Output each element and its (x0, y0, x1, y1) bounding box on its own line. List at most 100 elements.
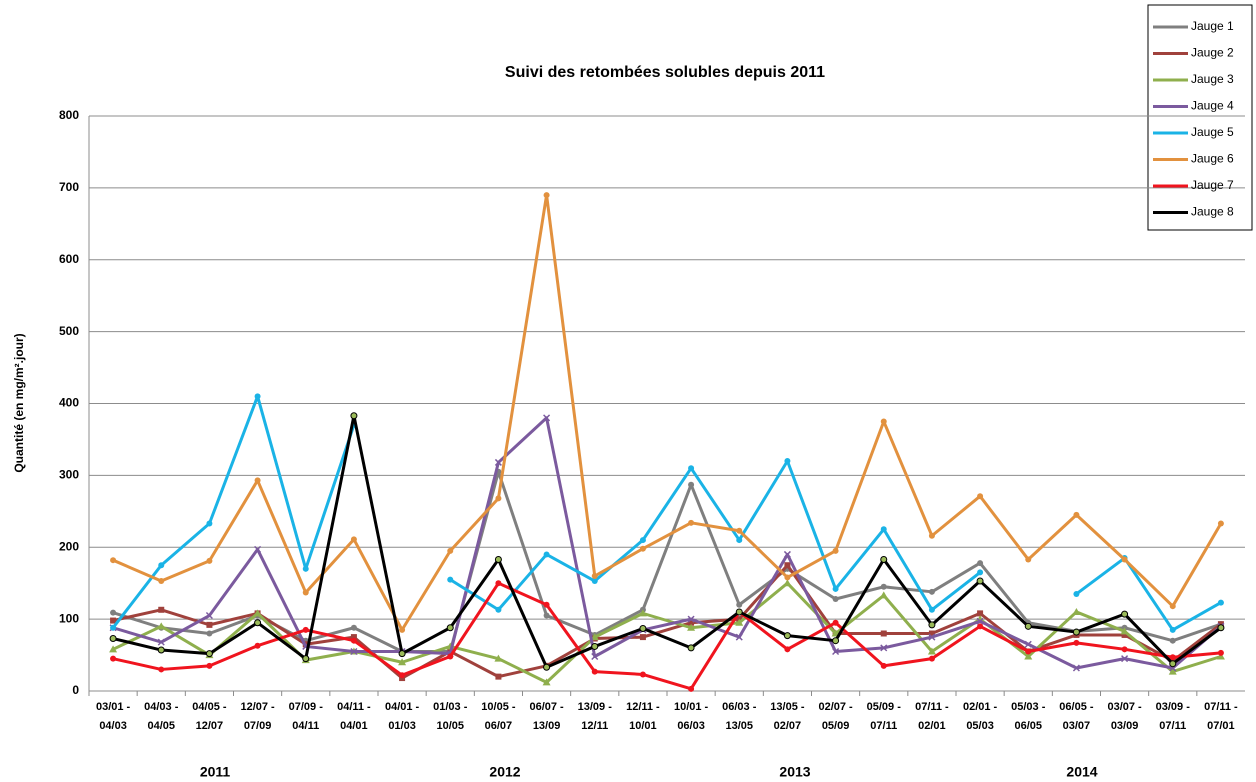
legend-label: Jauge 6 (1191, 152, 1234, 166)
marker (1121, 655, 1129, 663)
marker (784, 574, 791, 581)
marker (688, 465, 695, 472)
marker (254, 545, 262, 553)
marker (399, 672, 406, 679)
marker (1073, 511, 1080, 518)
marker (157, 622, 166, 630)
marker (254, 619, 262, 627)
marker (687, 615, 695, 623)
x-tick-label: 12/11 - 10/01 (626, 701, 660, 732)
legend-label: Jauge 7 (1191, 178, 1234, 192)
series-line (112, 416, 1222, 670)
y-tick-label: 700 (59, 180, 79, 194)
marker (350, 624, 357, 631)
marker (1169, 637, 1176, 644)
x-tick-label: 05/09 - 07/11 (866, 701, 901, 732)
marker (928, 532, 935, 539)
marker (687, 644, 695, 652)
marker (783, 550, 791, 558)
marker (880, 583, 887, 590)
x-tick-label: 13/09 - 12/11 (577, 701, 612, 732)
x-tick-label: 06/07 - 13/09 (529, 701, 564, 732)
x-tick-label: 02/01 - 05/03 (962, 701, 998, 732)
series-line (111, 394, 1222, 632)
x-tick-label: 07/11 - 02/01 (915, 701, 949, 732)
marker (639, 537, 646, 544)
marker (688, 685, 695, 692)
marker (976, 577, 984, 585)
marker (832, 647, 840, 655)
marker (399, 626, 406, 633)
marker (398, 658, 407, 666)
marker (783, 579, 792, 587)
marker (736, 537, 743, 544)
y-tick-label: 500 (59, 324, 79, 338)
marker (350, 634, 357, 641)
marker (110, 624, 117, 631)
marker (977, 610, 984, 617)
marker (1024, 652, 1033, 660)
x-tick-label: 05/03 - 06/05 (1011, 701, 1046, 732)
marker (1169, 626, 1176, 633)
x-tick-label: 13/05 - 02/07 (770, 701, 805, 732)
marker (302, 655, 310, 663)
legend-label: Jauge 1 (1191, 19, 1234, 33)
marker (928, 630, 935, 637)
marker (302, 589, 309, 596)
marker (639, 624, 647, 632)
marker (880, 630, 887, 637)
marker (495, 673, 502, 680)
series-line (112, 193, 1223, 632)
marker (543, 601, 550, 608)
x-tick-label: 01/03 - 10/05 (433, 701, 468, 732)
marker (832, 585, 839, 592)
x-tick-label: 03/01 - 04/03 (95, 701, 131, 732)
year-label: 2012 (489, 764, 520, 780)
marker (736, 601, 743, 608)
marker (157, 646, 165, 654)
marker (1169, 654, 1176, 661)
marker (1024, 640, 1032, 648)
marker (206, 520, 213, 527)
x-tick-label: 04/05 - 12/07 (192, 701, 227, 732)
marker (1121, 556, 1128, 563)
marker (110, 655, 117, 662)
marker (1121, 646, 1128, 653)
marker (832, 637, 840, 645)
marker (205, 612, 213, 620)
marker (158, 606, 165, 613)
marker (639, 671, 646, 678)
y-tick-label: 100 (59, 611, 79, 625)
marker (205, 650, 213, 658)
y-tick-label: 800 (59, 108, 79, 122)
marker (591, 578, 598, 585)
series-line (112, 414, 1222, 669)
marker (977, 569, 984, 576)
marker (158, 578, 165, 585)
marker (591, 668, 598, 675)
marker (928, 655, 935, 662)
marker (638, 609, 647, 617)
marker (927, 647, 936, 655)
marker (350, 637, 357, 644)
marker (639, 545, 646, 552)
marker (110, 609, 117, 616)
marker (1217, 599, 1224, 606)
y-tick-label: 300 (59, 468, 79, 482)
marker (542, 678, 551, 686)
marker (543, 414, 551, 422)
marker (494, 654, 503, 662)
marker (1121, 610, 1129, 618)
marker (398, 650, 406, 658)
marker (832, 547, 839, 554)
marker (206, 662, 213, 669)
marker (1217, 621, 1224, 628)
marker (158, 562, 165, 569)
marker (157, 638, 165, 646)
marker (350, 536, 357, 543)
y-tick-label: 200 (59, 539, 79, 553)
marker (735, 608, 743, 616)
marker (688, 619, 695, 626)
marker (1168, 667, 1177, 675)
marker (1217, 520, 1224, 527)
